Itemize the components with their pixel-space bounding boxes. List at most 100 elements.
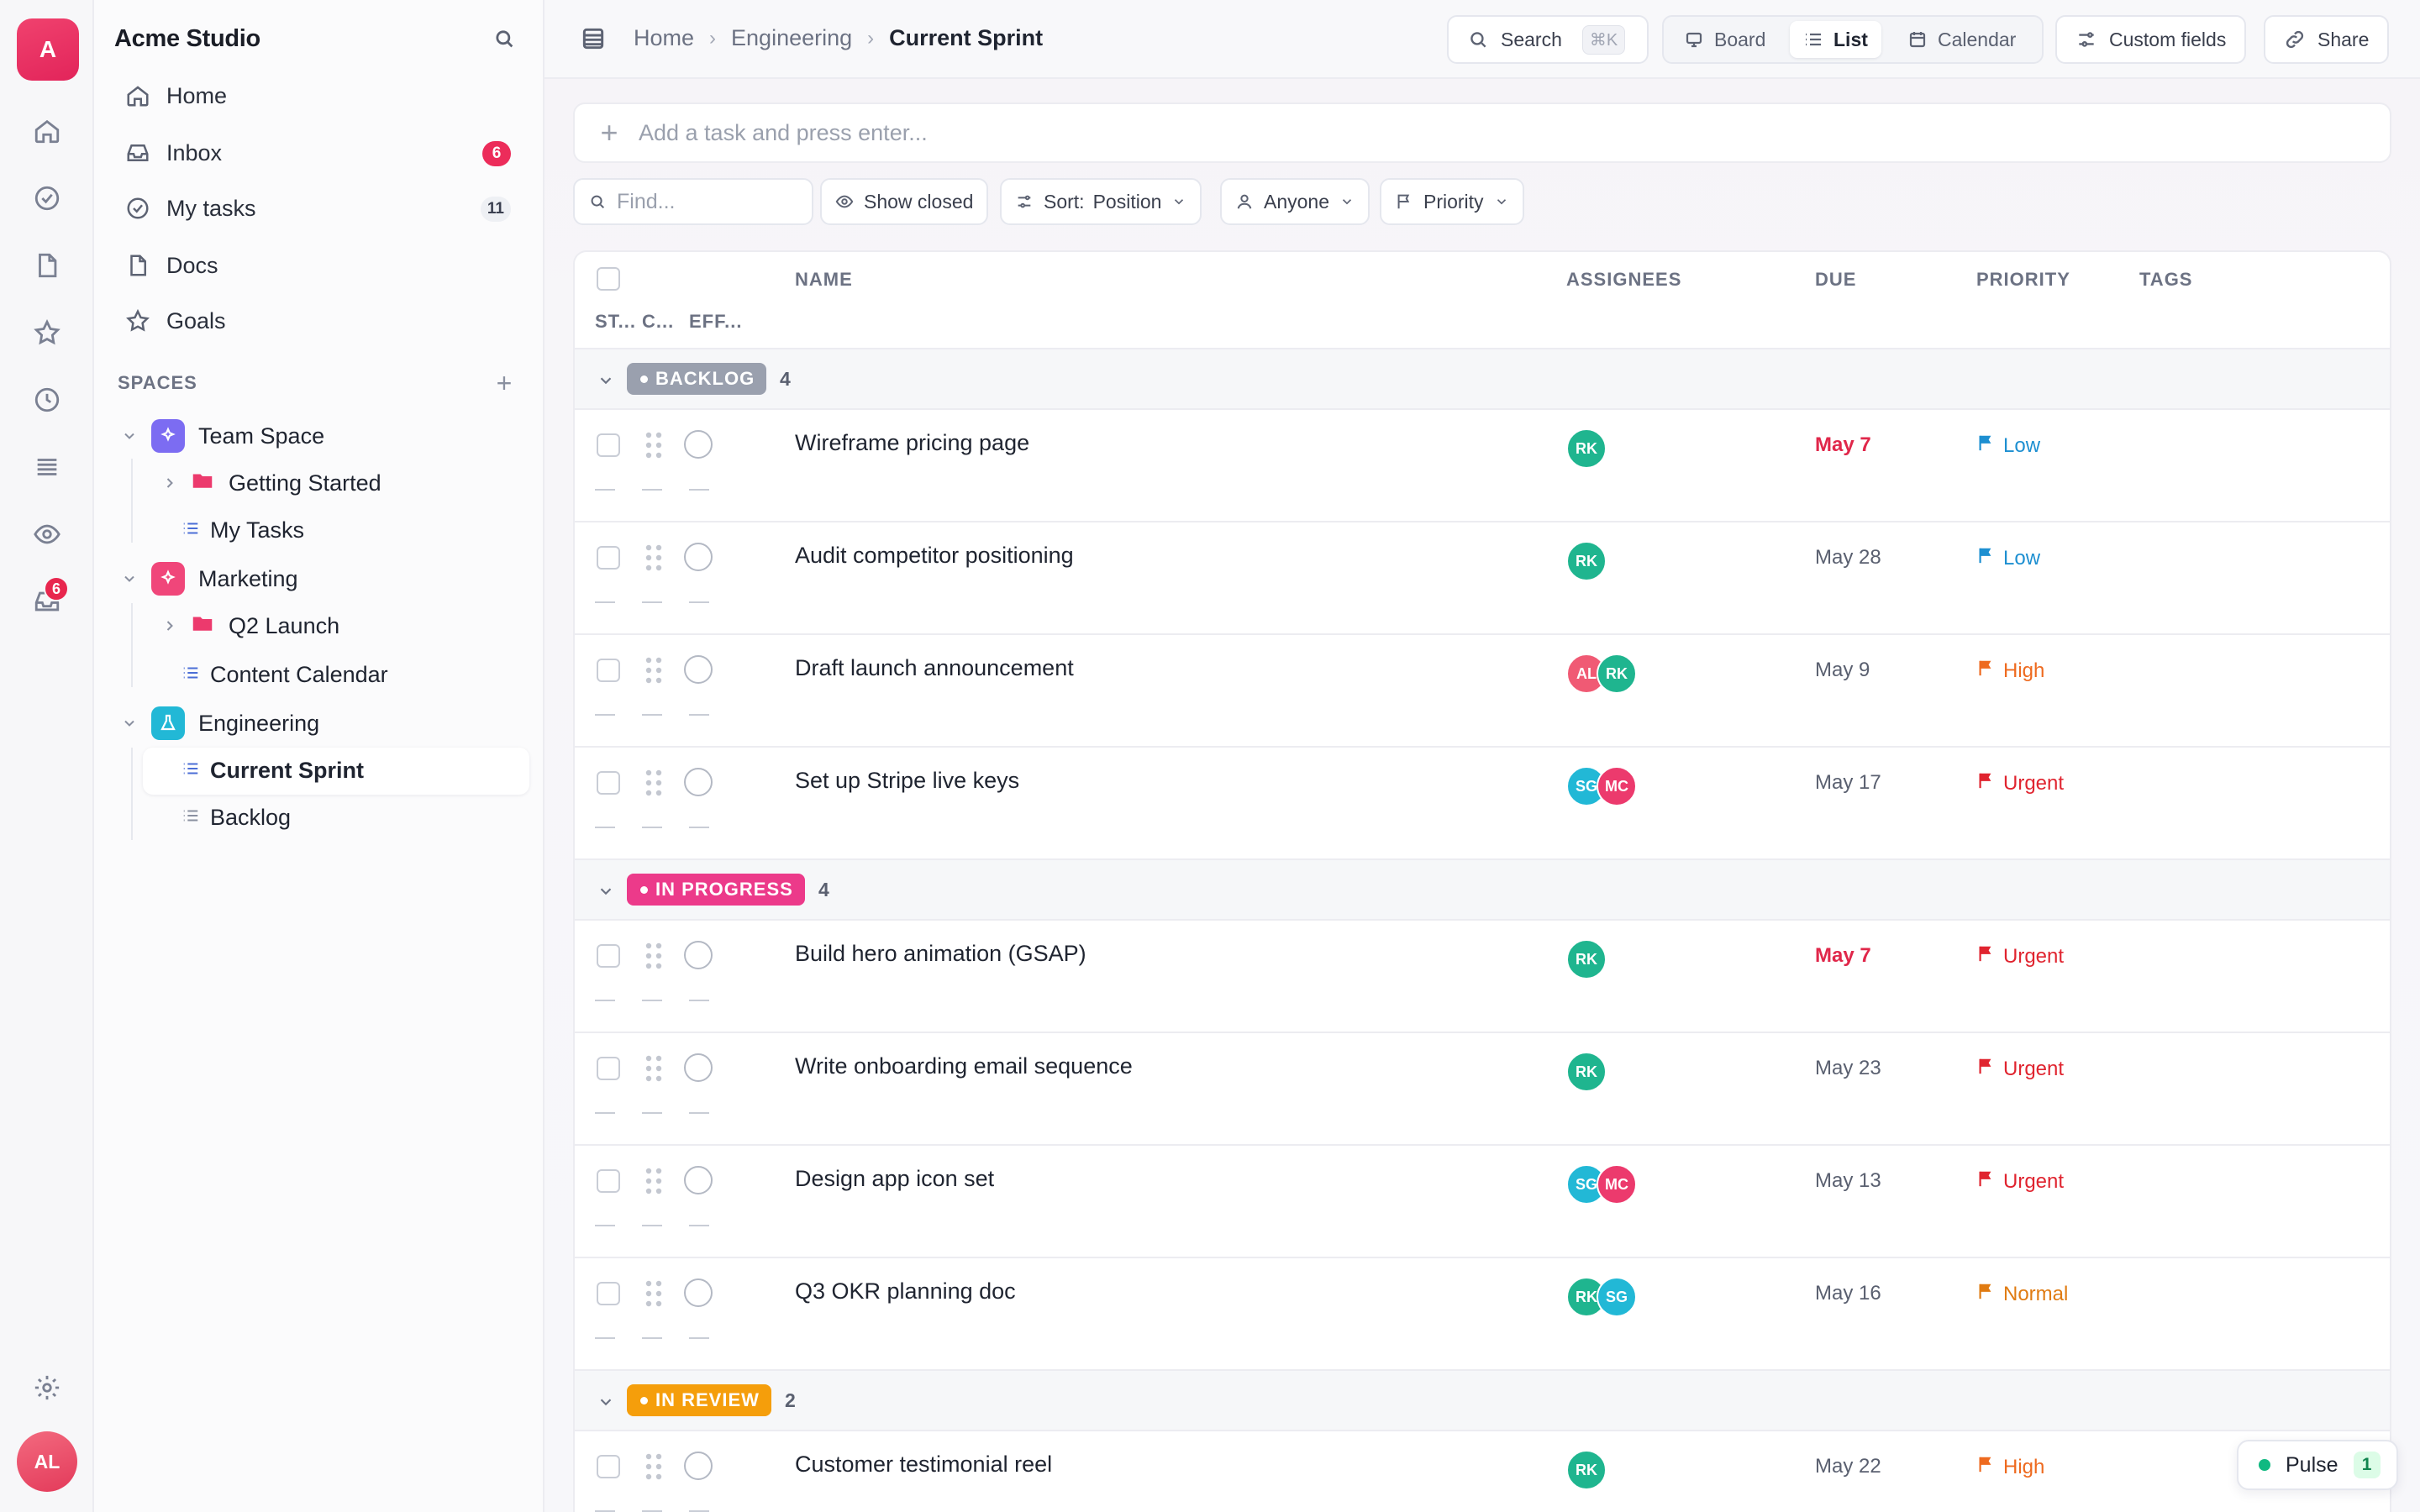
tab-calendar[interactable]: Calendar (1894, 21, 2029, 58)
row-checkbox[interactable] (597, 1057, 620, 1080)
add-space-button[interactable]: + (496, 368, 513, 398)
drag-handle-icon[interactable] (645, 769, 662, 796)
status-circle-icon[interactable] (684, 1166, 713, 1194)
group-header[interactable]: IN REVIEW 2 (575, 1371, 2390, 1431)
task-name[interactable]: Write onboarding email sequence (795, 1053, 1133, 1079)
status-circle-icon[interactable] (684, 941, 713, 969)
due-date[interactable]: May 23 (1815, 1057, 1881, 1079)
priority-filter[interactable]: Priority (1380, 178, 1524, 225)
gear-icon[interactable] (29, 1369, 66, 1406)
list-my-tasks[interactable]: My Tasks (182, 507, 304, 553)
priority-cell[interactable]: Urgent (1976, 1169, 2064, 1194)
user-avatar[interactable]: AL (17, 1431, 77, 1492)
share-button[interactable]: Share (2264, 15, 2390, 64)
status-circle-icon[interactable] (684, 1278, 713, 1307)
group-header[interactable]: IN PROGRESS 4 (575, 860, 2390, 921)
avatar[interactable]: RK (1566, 1052, 1607, 1092)
assignee-stack[interactable]: RK (1566, 1450, 1607, 1490)
avatar[interactable]: RK (1566, 939, 1607, 979)
sort-dropdown[interactable]: Sort: Position (1000, 178, 1202, 225)
check-circle-icon[interactable] (29, 180, 66, 217)
avatar[interactable]: RK (1566, 1450, 1607, 1490)
folder-q2-launch[interactable]: Q2 Launch (160, 603, 339, 648)
row-checkbox[interactable] (597, 546, 620, 570)
tab-list[interactable]: List (1790, 21, 1881, 58)
table-row[interactable]: Audit competitor positioning RK May 28 Low (575, 522, 2390, 635)
table-row[interactable]: Build hero animation (GSAP) RK May 7 Urgent (575, 921, 2390, 1033)
priority-cell[interactable]: Urgent (1976, 771, 2064, 795)
space-team-space[interactable]: Team Space (119, 413, 324, 459)
row-checkbox[interactable] (597, 944, 620, 968)
assignee-stack[interactable]: RK (1566, 428, 1607, 469)
drag-handle-icon[interactable] (645, 1453, 662, 1480)
drag-handle-icon[interactable] (645, 657, 662, 684)
status-circle-icon[interactable] (684, 655, 713, 684)
due-date[interactable]: May 13 (1815, 1169, 1881, 1192)
find-input[interactable]: Find... (573, 178, 813, 225)
search-button[interactable]: Search ⌘K (1447, 15, 1649, 64)
col-tags[interactable]: TAGS (2139, 269, 2193, 290)
status-circle-icon[interactable] (684, 1452, 713, 1480)
list-backlog[interactable]: Backlog (182, 795, 291, 840)
chevron-down-icon[interactable] (597, 882, 615, 900)
row-checkbox[interactable] (597, 659, 620, 682)
chevron-right-icon[interactable] (160, 616, 180, 636)
task-name[interactable]: Audit competitor positioning (795, 543, 1074, 568)
row-checkbox[interactable] (597, 1169, 620, 1193)
breadcrumb-engineering[interactable]: Engineering (731, 25, 853, 50)
avatar[interactable]: RK (1566, 428, 1607, 469)
col-assignees[interactable]: ASSIGNEES (1566, 269, 1682, 290)
col-effort[interactable]: EFF... (689, 311, 743, 332)
priority-cell[interactable]: Urgent (1976, 944, 2064, 969)
chevron-down-icon[interactable] (119, 713, 139, 733)
assignee-stack[interactable]: RK (1566, 541, 1607, 581)
custom-fields-button[interactable]: Custom fields (2055, 15, 2247, 64)
status-circle-icon[interactable] (684, 768, 713, 796)
pulse-button[interactable]: Pulse 1 (2237, 1440, 2398, 1490)
tab-board[interactable]: Board (1670, 21, 1779, 58)
group-header[interactable]: BACKLOG 4 (575, 349, 2390, 410)
chevron-right-icon[interactable] (160, 473, 180, 493)
add-task-input[interactable]: + Add a task and press enter... (573, 102, 2391, 163)
due-date[interactable]: May 9 (1815, 659, 1870, 681)
avatar[interactable]: MC (1597, 766, 1637, 806)
chevron-down-icon[interactable] (119, 426, 139, 446)
drag-handle-icon[interactable] (645, 1280, 662, 1307)
status-circle-icon[interactable] (684, 543, 713, 571)
drag-handle-icon[interactable] (645, 1168, 662, 1194)
task-name[interactable]: Design app icon set (795, 1166, 995, 1191)
col-name[interactable]: NAME (795, 269, 853, 290)
chevron-down-icon[interactable] (119, 569, 139, 589)
task-name[interactable]: Build hero animation (GSAP) (795, 941, 1086, 966)
row-checkbox[interactable] (597, 771, 620, 795)
nav-inbox[interactable]: Inbox 6 (114, 129, 526, 176)
status-pill[interactable]: IN REVIEW (627, 1384, 771, 1416)
table-row[interactable]: Q3 OKR planning doc RK SG May 16 Normal (575, 1258, 2390, 1371)
row-checkbox[interactable] (597, 433, 620, 457)
select-all-checkbox[interactable] (597, 267, 620, 291)
search-icon[interactable] (489, 24, 519, 54)
col-priority[interactable]: PRIORITY (1976, 269, 2070, 290)
avatar[interactable]: RK (1566, 541, 1607, 581)
priority-cell[interactable]: Low (1976, 433, 2040, 458)
assignee-stack[interactable]: RK (1566, 939, 1607, 979)
workspace-logo[interactable]: A (17, 18, 79, 81)
breadcrumb-home[interactable]: Home (634, 25, 695, 50)
assignee-stack[interactable]: RK SG (1566, 1277, 1637, 1317)
priority-cell[interactable]: Normal (1976, 1282, 2068, 1306)
status-circle-icon[interactable] (684, 430, 713, 459)
eye-icon[interactable] (29, 516, 66, 553)
sidebar-toggle-icon[interactable] (580, 25, 610, 55)
col-status[interactable]: ST... (595, 311, 637, 332)
nav-my-tasks[interactable]: My tasks 11 (114, 185, 526, 232)
list-current-sprint[interactable]: Current Sprint (182, 748, 364, 793)
star-icon[interactable] (29, 314, 66, 351)
task-name[interactable]: Set up Stripe live keys (795, 768, 1020, 793)
status-pill[interactable]: BACKLOG (627, 363, 767, 395)
due-date[interactable]: May 16 (1815, 1282, 1881, 1305)
avatar[interactable]: MC (1597, 1164, 1637, 1205)
due-date[interactable]: May 28 (1815, 546, 1881, 569)
chevron-down-icon[interactable] (597, 1393, 615, 1411)
col-due[interactable]: DUE (1815, 269, 1857, 290)
row-checkbox[interactable] (597, 1455, 620, 1478)
